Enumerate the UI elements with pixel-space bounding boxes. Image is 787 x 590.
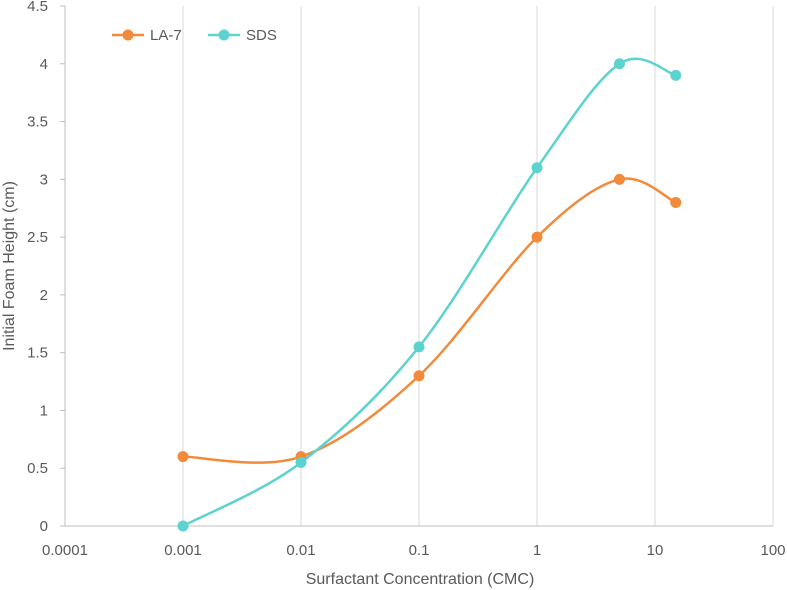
data-point-la-7 [413, 370, 425, 382]
legend: LA-7 SDS [112, 27, 277, 44]
data-point-sds [670, 69, 682, 81]
y-tick-label: 0 [40, 518, 48, 535]
legend-label-la-7: LA-7 [150, 27, 182, 44]
x-tick-labels: 0.0001 0.001 0.01 0.1 1 10 100 [42, 542, 785, 559]
data-point-la-7 [670, 196, 682, 208]
y-tick-label: 1 [40, 402, 48, 419]
data-point-sds [613, 58, 625, 70]
y-tick-label: 3 [40, 171, 48, 188]
x-tick-label: 0.01 [286, 542, 315, 559]
y-tick-label: 4 [40, 56, 48, 73]
y-tick-label: 0.5 [27, 460, 48, 477]
x-tick-label: 0.001 [164, 542, 202, 559]
data-point-la-7 [531, 231, 543, 243]
data-point-sds [413, 341, 425, 353]
y-tick-label: 2 [40, 287, 48, 304]
series-layer [177, 57, 682, 532]
legend-marker-sds [218, 29, 230, 41]
y-tick-label: 2.5 [27, 229, 48, 246]
legend-label-sds: SDS [246, 27, 277, 44]
y-tick-label: 4.5 [27, 0, 48, 15]
legend-marker-la-7 [122, 29, 134, 41]
y-tick-labels: 0 0.5 1 1.5 2 2.5 3 3.5 4 4.5 [27, 0, 48, 535]
y-tick-label: 1.5 [27, 345, 48, 362]
x-axis-title: Surfactant Concentration (CMC) [306, 571, 535, 588]
axes [60, 5, 773, 527]
y-tick-label: 3.5 [27, 114, 48, 131]
x-tick-label: 10 [647, 542, 664, 559]
data-point-sds [295, 456, 307, 468]
data-point-sds [531, 162, 543, 174]
series-line-sds [182, 57, 677, 528]
x-tick-label: 1 [533, 542, 541, 559]
data-point-la-7 [613, 173, 625, 185]
x-tick-label: 0.0001 [42, 542, 88, 559]
x-tick-label: 0.1 [409, 542, 430, 559]
gridlines [64, 6, 774, 526]
series-line-la-7 [182, 177, 677, 464]
data-point-la-7 [177, 451, 189, 463]
data-point-sds [177, 520, 189, 532]
y-axis-title: Initial Foam Height (cm) [1, 181, 18, 351]
x-tick-label: 100 [760, 542, 785, 559]
